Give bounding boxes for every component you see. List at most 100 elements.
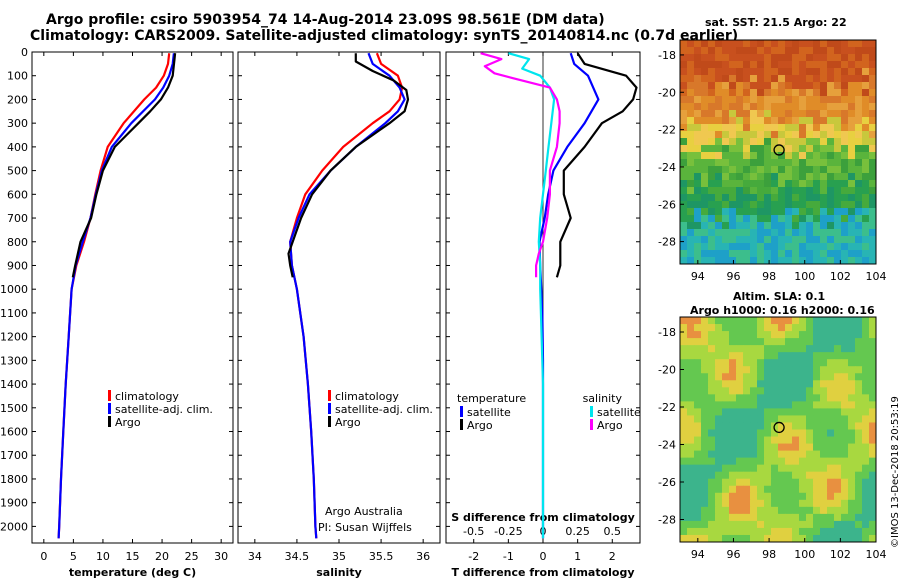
x-tick-label: 5 [70, 550, 77, 563]
map-cell [687, 103, 695, 111]
map-cell [750, 338, 758, 346]
map-cell [708, 96, 716, 104]
map-cell [855, 131, 863, 139]
series-line-temperature-argo [555, 52, 638, 278]
map-cell [785, 338, 793, 346]
map-cell [862, 75, 870, 83]
map-cell [862, 373, 870, 381]
depth-tick-label: 1600 [0, 426, 28, 439]
map-cell [813, 152, 821, 160]
map-cell [757, 131, 765, 139]
map-cell [757, 450, 765, 459]
map-cell [799, 478, 807, 487]
map-cell [736, 110, 744, 118]
map-cell [841, 443, 849, 452]
map-cell [694, 194, 702, 202]
map-cell [834, 145, 842, 153]
map-cell [799, 187, 807, 195]
map-cell [743, 387, 751, 395]
map-cell [855, 394, 863, 402]
map-cell [750, 159, 758, 167]
map-cell [869, 478, 877, 487]
map-cell [862, 47, 870, 55]
map-cell [764, 82, 772, 90]
map-cell [806, 464, 814, 473]
map-cell [757, 250, 765, 258]
map-cell [834, 173, 842, 181]
map-cell [792, 338, 800, 346]
map-cell [778, 331, 786, 339]
map-cell [834, 408, 842, 416]
map-cell [680, 485, 688, 494]
map-cell [820, 131, 828, 139]
map-cell [708, 443, 716, 452]
map-cell [855, 145, 863, 153]
map-cell [869, 103, 877, 111]
x-tick-label: -2 [468, 550, 479, 563]
map-cell [862, 110, 870, 118]
map-cell [694, 457, 702, 466]
map-cell [743, 61, 751, 69]
map-cell [813, 201, 821, 209]
map-cell [771, 373, 779, 381]
map-cell [757, 457, 765, 466]
map-cell [834, 152, 842, 160]
map-cell [722, 131, 730, 139]
map-cell [708, 436, 716, 445]
map-cell [694, 152, 702, 160]
map-cell [848, 138, 856, 146]
map-cell [841, 110, 849, 118]
map-cell [820, 166, 828, 174]
map-cell [694, 159, 702, 167]
map-cell [792, 443, 800, 452]
map-cell [680, 194, 688, 202]
map-cell [834, 82, 842, 90]
map-cell [806, 131, 814, 139]
map-cell [778, 61, 786, 69]
map-cell [855, 506, 863, 515]
map-cell [743, 131, 751, 139]
map-cell [869, 40, 877, 48]
map-cell [701, 520, 709, 529]
map-cell [771, 429, 779, 438]
map-cell [806, 506, 814, 515]
map-cell [806, 117, 814, 125]
map-cell [785, 96, 793, 104]
map-cell [834, 215, 842, 223]
map-cell [764, 187, 772, 195]
map-cell [729, 89, 737, 97]
map-cell [715, 152, 723, 160]
series-line-salinity-argo [480, 52, 561, 278]
map-cell [778, 257, 786, 265]
map-cell [869, 75, 877, 83]
map-cell [827, 324, 835, 332]
map-cell [820, 194, 828, 202]
map-cell [834, 387, 842, 395]
map-cell [799, 250, 807, 258]
map-cell [806, 194, 814, 202]
map-x-tick-label: 96 [726, 548, 740, 561]
map-cell [799, 464, 807, 473]
map-cell [841, 257, 849, 265]
map-cell [778, 492, 786, 501]
map-x-tick-label: 98 [762, 270, 776, 283]
map-cell [869, 201, 877, 209]
map-cell [827, 401, 835, 409]
map-cell [820, 394, 828, 402]
map-cell [750, 492, 758, 501]
map-cell [778, 471, 786, 480]
map-cell [841, 96, 849, 104]
map-cell [841, 117, 849, 125]
map-cell [869, 338, 877, 346]
map-cell [862, 222, 870, 230]
map-cell [834, 89, 842, 97]
x-tick-label: 36 [416, 550, 430, 563]
map-cell [792, 110, 800, 118]
map-cell [862, 257, 870, 265]
map-cell [701, 450, 709, 459]
map-cell [701, 152, 709, 160]
map-cell [785, 194, 793, 202]
map-cell [820, 513, 828, 522]
map-cell [848, 215, 856, 223]
map-cell [855, 166, 863, 174]
